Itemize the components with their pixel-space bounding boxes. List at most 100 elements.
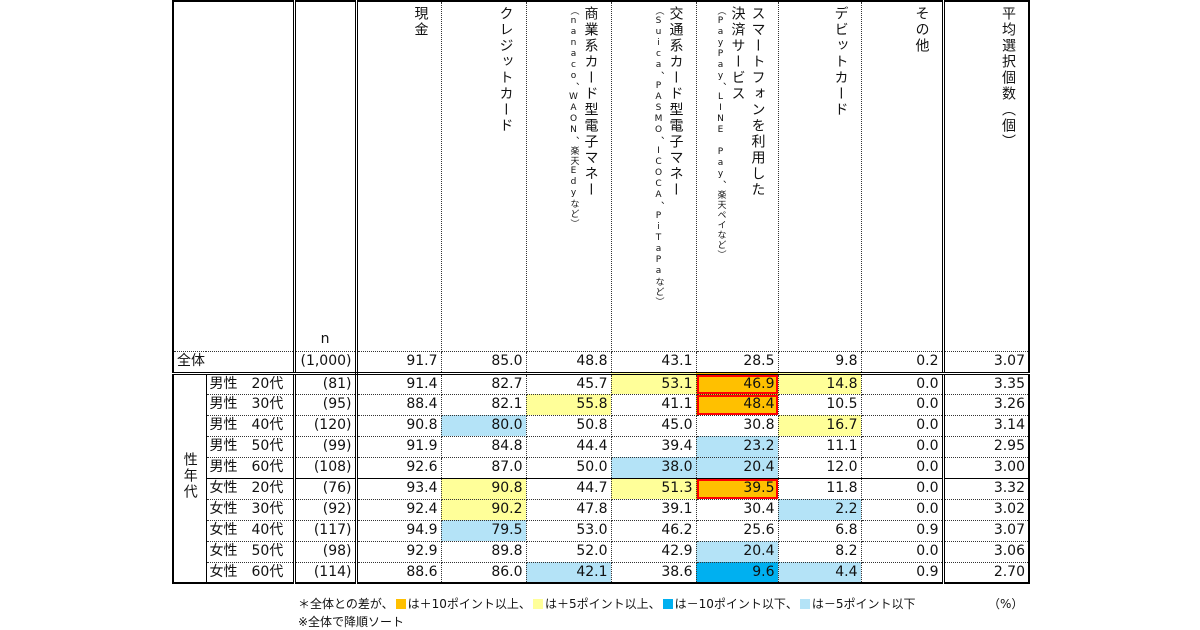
value-cell: 20.4 — [695, 540, 779, 563]
value-cell: 3.07 — [941, 519, 1030, 542]
value-cell: 14.8 — [777, 372, 862, 395]
row-label: 男性 60代 — [205, 456, 295, 479]
table-row-total: 全体 (1,000) 91.7 85.0 48.8 43.1 28.5 9.8 0.2 3.07 — [172, 350, 1030, 375]
table-row: 男性 30代 (95) 88.4 82.1 55.8 41.1 48.4 10.5 0.0 3.2… — [173, 393, 1030, 416]
value-cell: 42.9 — [610, 540, 697, 563]
value-cell: 44.7 — [525, 477, 612, 500]
value-cell: 8.2 — [777, 540, 862, 563]
sample-size: (117) — [292, 519, 358, 542]
column-header: デビットカード — [777, 0, 862, 352]
value-cell: 82.7 — [440, 372, 527, 395]
value-cell: 79.5 — [440, 519, 527, 542]
value-cell: 91.4 — [355, 372, 442, 395]
value-cell: 90.8 — [440, 477, 527, 500]
value-cell: 88.4 — [355, 393, 442, 416]
value-cell: 85.0 — [440, 350, 527, 375]
legend: ＊全体との差が、 は＋10ポイント以上、 は＋5ポイント以上、 は－10ポイント以下、… — [298, 595, 916, 612]
value-cell: 3.00 — [941, 456, 1030, 479]
unit-label: （%） — [988, 597, 1024, 611]
value-cell: 50.8 — [525, 414, 612, 437]
sample-size: (92) — [292, 498, 358, 521]
value-cell: 3.26 — [941, 393, 1030, 416]
column-header: 交通系カード型電子マネー （Suica、PASMO、ICOCA、PiTaPaなど） — [610, 0, 697, 352]
column-header: 商業系カード型電子マネー （nanaco、WAON、楽天Edyなど） — [525, 0, 612, 352]
row-label: 女性 20代 — [205, 477, 295, 500]
column-header-text: 交通系カード型電子マネー — [667, 6, 684, 198]
table-row: 性年代 男性 20代 (81) 91.4 82.7 45.7 53.1 46.9 14.8 0.0… — [172, 372, 1030, 584]
value-cell: 3.35 — [941, 372, 1030, 395]
column-header-text: 商業系カード型電子マネー — [582, 6, 599, 198]
legend-swatch-b — [662, 599, 673, 609]
row-label: 全体 — [172, 350, 295, 375]
legend-swatch-lb — [799, 599, 810, 609]
table-row: 女性 20代 (76) 93.4 90.8 44.7 51.3 39.5 11.8 0.0 3.3… — [173, 477, 1030, 500]
row-label: 男性 40代 — [205, 414, 295, 437]
value-cell: 10.5 — [777, 393, 862, 416]
value-cell: 88.6 — [355, 561, 442, 584]
legend-text: は＋10ポイント以上、 — [407, 597, 531, 611]
value-cell: 9.6 — [695, 561, 779, 584]
value-cell: 0.0 — [860, 498, 944, 521]
value-cell: 30.4 — [695, 498, 779, 521]
payment-method-table: n 現金 クレジットカード 商業系カード型電子マネー （nanaco、WAON、楽天Ed… — [172, 0, 1030, 584]
value-cell: 90.2 — [440, 498, 527, 521]
sample-size: (120) — [292, 414, 358, 437]
value-cell: 0.9 — [860, 561, 944, 584]
value-cell: 50.0 — [525, 456, 612, 479]
value-cell: 0.0 — [860, 393, 944, 416]
row-label: 男性 50代 — [205, 435, 295, 458]
value-cell: 3.32 — [941, 477, 1030, 500]
value-cell: 0.0 — [860, 414, 944, 437]
column-header: スマートフォンを利用した 決済サービス （PayPay、LINE Pay、楽天ペイな… — [695, 0, 779, 352]
value-cell: 2.70 — [941, 561, 1030, 584]
value-cell: 39.4 — [610, 435, 697, 458]
value-cell: 11.1 — [777, 435, 862, 458]
column-header-text: 決済サービス — [729, 6, 746, 102]
column-header: クレジットカード — [440, 0, 527, 352]
column-header-text: 平均選択個数（個） — [1000, 6, 1016, 150]
n-label: n — [320, 330, 330, 347]
column-header-subtext: （nanaco、WAON、楽天Edyなど） — [568, 6, 579, 229]
value-cell: 3.02 — [941, 498, 1030, 521]
legend-swatch-o — [395, 599, 406, 609]
table-row: 女性 40代 (117) 94.9 79.5 53.0 46.2 25.6 6.8 0.9 3.0… — [173, 519, 1030, 542]
row-label: 女性 60代 — [205, 561, 295, 584]
value-cell: 39.1 — [610, 498, 697, 521]
sample-size: (95) — [292, 393, 358, 416]
sort-note: ※全体で降順ソート — [298, 615, 405, 629]
column-header-text: スマートフォンを利用した — [749, 6, 766, 198]
value-cell: 47.8 — [525, 498, 612, 521]
value-cell: 38.6 — [610, 561, 697, 584]
value-cell: 55.8 — [525, 393, 612, 416]
sample-size: (98) — [292, 540, 358, 563]
column-header-text: デビットカード — [832, 6, 849, 118]
value-cell: 38.0 — [610, 456, 697, 479]
table-row: 女性 30代 (92) 92.4 90.2 47.8 39.1 30.4 2.2 0.0 3.02 — [173, 498, 1030, 521]
legend-text: は＋5ポイント以上、 — [544, 597, 661, 611]
value-cell: 6.8 — [777, 519, 862, 542]
value-cell: 80.0 — [440, 414, 527, 437]
value-cell: 9.8 — [777, 350, 862, 375]
value-cell: 46.2 — [610, 519, 697, 542]
value-cell: 0.0 — [860, 540, 944, 563]
value-cell: 28.5 — [695, 350, 779, 375]
value-cell: 3.06 — [941, 540, 1030, 563]
column-header: その他 — [860, 0, 944, 352]
value-cell: 84.8 — [440, 435, 527, 458]
legend-swatch-y — [532, 599, 543, 609]
value-cell: 0.0 — [860, 372, 944, 395]
value-cell: 42.1 — [525, 561, 612, 584]
legend-text: は－5ポイント以下 — [811, 597, 916, 611]
table-row: 男性 40代 (120) 90.8 80.0 50.8 45.0 30.8 16.7 0.0 3.… — [173, 414, 1030, 437]
row-label: 女性 50代 — [205, 540, 295, 563]
row-label: 男性 20代 — [205, 372, 295, 395]
value-cell: 0.0 — [860, 456, 944, 479]
value-cell: 86.0 — [440, 561, 527, 584]
value-cell: 0.0 — [860, 435, 944, 458]
value-cell: 25.6 — [695, 519, 779, 542]
value-cell: 0.9 — [860, 519, 944, 542]
value-cell: 82.1 — [440, 393, 527, 416]
value-cell: 94.9 — [355, 519, 442, 542]
value-cell: 90.8 — [355, 414, 442, 437]
table-row: 女性 60代 (114) 88.6 86.0 42.1 38.6 9.6 4.4 0.9 2.70 — [173, 561, 1030, 584]
